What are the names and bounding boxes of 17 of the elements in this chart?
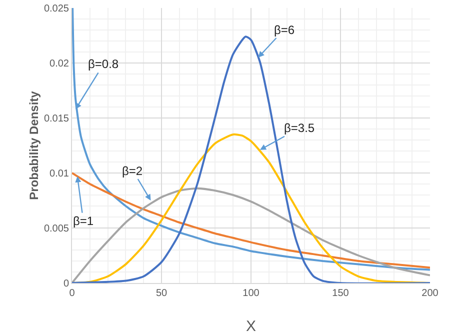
y-axis-title: Probability Density [27, 90, 41, 200]
x-tick-label: 150 [332, 288, 350, 299]
y-tick-label: 0.005 [44, 224, 70, 234]
annotation: β=0.8 [88, 57, 119, 71]
x-tick-label: 100 [242, 288, 260, 299]
y-tick-label: 0 [63, 278, 70, 290]
annotation: β=3.5 [284, 121, 315, 135]
y-tick-label: 0.01 [50, 168, 70, 180]
annotation: β=2 [122, 164, 143, 178]
x-tick-label: 50 [156, 288, 168, 299]
y-tick-label: 0.02 [50, 58, 70, 70]
x-axis-title: X [246, 318, 256, 335]
y-tick-label: 0.015 [44, 114, 70, 124]
x-tick-label: 200 [422, 288, 439, 299]
annotation: β=6 [274, 23, 295, 37]
y-tick-label: 0.025 [44, 4, 70, 14]
annotation: β=1 [73, 214, 94, 228]
